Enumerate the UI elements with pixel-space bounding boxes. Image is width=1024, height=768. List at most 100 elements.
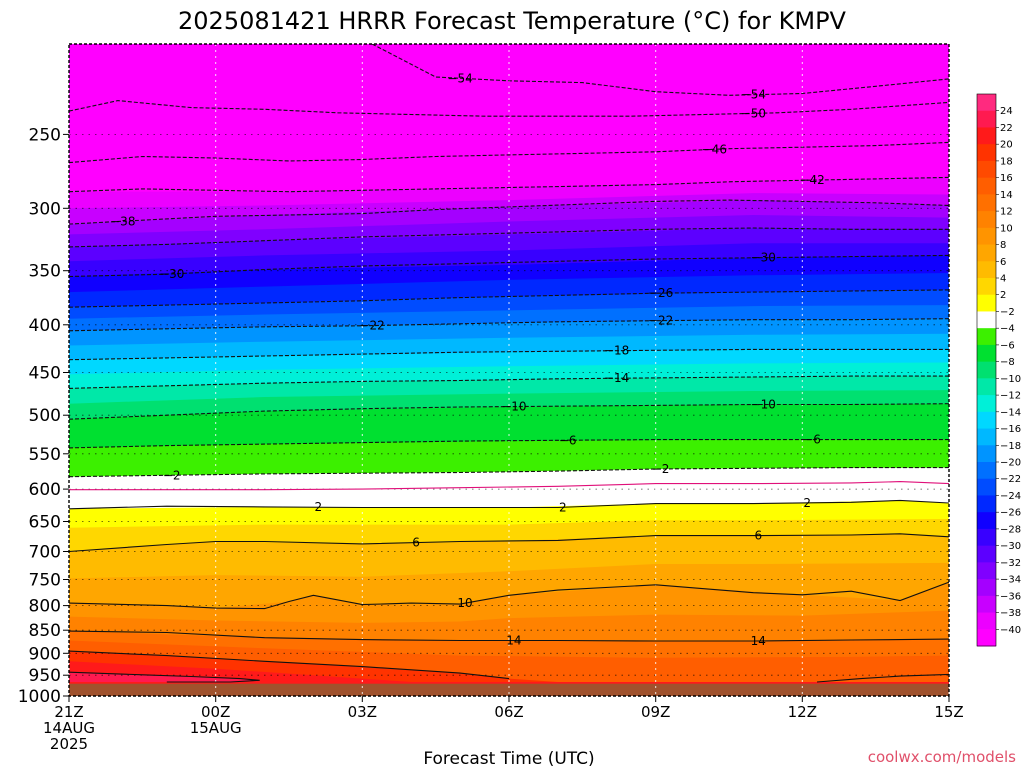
x-tick-label-00Z-0: 00Z	[201, 703, 230, 721]
colorbar-label--18: −18	[1000, 441, 1021, 452]
isotherm--30-6	[69, 254, 949, 278]
colorbar-swatch-23	[977, 478, 996, 496]
isotherm-18-19	[69, 650, 510, 680]
isotherm-0-14	[69, 481, 949, 491]
isotherm-label-10-0: 10	[457, 596, 472, 610]
x-tick-label-12Z-0: 12Z	[788, 703, 817, 721]
chart-title: 2025081421 HRRR Forecast Temperature (°C…	[178, 7, 847, 35]
colorbar-swatch-22	[977, 462, 996, 480]
colorbar-frame	[976, 93, 997, 647]
isotherm-label--14-0: −14	[604, 371, 629, 385]
y-tick-label-800: 800	[29, 597, 61, 617]
y-tick-label-450: 450	[29, 364, 61, 384]
isotherm--14-10	[69, 375, 949, 389]
colorbar-swatch-0	[977, 94, 996, 112]
pressure-axis: 250 300 350 400 450 500 550 600 650 700 750 800 850 9…	[18, 125, 69, 707]
colorbar-label--28: −28	[1000, 524, 1021, 535]
y-tick-label-750: 750	[29, 571, 61, 591]
isotherm-22-20	[69, 671, 260, 683]
colorbar-label--20: −20	[1000, 458, 1021, 469]
x-tick-label-00Z-1: 15AUG	[190, 719, 242, 737]
isotherm-label--46-0: −46	[702, 142, 727, 156]
y-tick-label-350: 350	[29, 262, 61, 282]
y-tick-label-850: 850	[29, 621, 61, 641]
isotherm--10-11	[69, 403, 949, 420]
y-tick-label-1000: 1000	[18, 687, 61, 707]
x-axis-label: Forecast Time (UTC)	[423, 749, 594, 768]
isotherm-label--22-0: −22	[359, 319, 384, 333]
colorbar-label-16: 16	[1000, 173, 1013, 184]
isotherm-label--10-0: −10	[501, 400, 526, 414]
isotherm-label--6-0: −6	[559, 433, 577, 447]
x-tick-label-21Z-0: 21Z	[54, 703, 83, 721]
colorbar-label-14: 14	[1000, 190, 1013, 201]
isotherm-label--22-1: −22	[648, 314, 673, 328]
isotherm-6-16	[69, 533, 949, 553]
colorbar-swatch-1	[977, 110, 996, 128]
isotherm-label--2-0: −2	[163, 468, 181, 482]
colorbar-label--38: −38	[1000, 608, 1021, 619]
colorbar-swatch-8	[977, 227, 996, 246]
y-tick-label-950: 950	[29, 666, 61, 686]
isotherm--2-13	[69, 467, 949, 478]
colorbar-swatch-32	[977, 629, 996, 647]
x-tick-label-15Z-0: 15Z	[934, 703, 963, 721]
colorbar-label--14: −14	[1000, 407, 1021, 418]
colorbar-label-4: 4	[1000, 274, 1006, 285]
colorbar-label-10: 10	[1000, 223, 1013, 234]
colorbar-label-8: 8	[1000, 240, 1006, 251]
colorbar-swatch-16	[977, 361, 996, 379]
isotherm-label-2-2: 2	[803, 496, 811, 510]
colorbar-label-2: 2	[1000, 290, 1006, 301]
isotherm-14-18	[69, 630, 949, 642]
isotherm-label--54-0: −54	[447, 71, 472, 85]
y-tick-label-900: 900	[29, 644, 61, 664]
isotherm--26-7	[69, 289, 949, 308]
isotherm-label-6-1: 6	[754, 529, 762, 543]
colorbar-label--26: −26	[1000, 508, 1021, 519]
colorbar-swatch-28	[977, 562, 996, 580]
isotherm--6-12	[69, 439, 949, 449]
colorbar-swatch-11	[977, 278, 996, 296]
colorbar-swatch-13	[977, 311, 996, 329]
isotherm-label-2-1: 2	[559, 500, 567, 514]
isotherm--50-1	[69, 100, 949, 117]
isotherm-label--30-0: −30	[159, 267, 184, 281]
colorbar-swatch-14	[977, 328, 996, 346]
colorbar-label--36: −36	[1000, 591, 1021, 602]
colorbar-label--22: −22	[1000, 474, 1021, 485]
y-tick-label-250: 250	[29, 125, 61, 145]
x-tick-label-21Z-2: 2025	[50, 735, 88, 753]
colorbar-label-12: 12	[1000, 207, 1013, 218]
source-credit: coolwx.com/models	[868, 748, 1016, 766]
colorbar-label--30: −30	[1000, 541, 1021, 552]
y-tick-label-550: 550	[29, 445, 61, 465]
isotherm--42-3	[69, 176, 949, 193]
colorbar-swatch-29	[977, 579, 996, 597]
colorbar-label--12: −12	[1000, 391, 1021, 402]
colorbar-label--4: −4	[1000, 324, 1015, 335]
x-tick-label-09Z-0: 09Z	[641, 703, 670, 721]
colorbar-label-22: 22	[1000, 123, 1013, 134]
colorbar-swatch-6	[977, 194, 996, 212]
colorbar-swatch-2	[977, 127, 996, 145]
isotherm-label-14-0: 14	[506, 634, 521, 648]
isotherm--34-5	[69, 227, 949, 248]
isotherm--22-8	[69, 318, 949, 332]
colorbar-swatch-5	[977, 177, 996, 195]
colorbar-swatch-7	[977, 211, 996, 229]
y-tick-label-300: 300	[29, 199, 61, 219]
x-tick-label-06Z-0: 06Z	[494, 703, 523, 721]
colorbar-swatch-3	[977, 144, 996, 162]
colorbar-label--2: −2	[1000, 307, 1015, 318]
isotherm--38-4	[69, 199, 949, 225]
isotherm-22-21	[816, 673, 949, 683]
colorbar-label--8: −8	[1000, 357, 1015, 368]
colorbar-swatch-31	[977, 612, 996, 630]
colorbar-swatch-20	[977, 428, 996, 446]
colorbar-label-24: 24	[1000, 106, 1013, 117]
y-tick-label-600: 600	[29, 480, 61, 500]
colorbar-label--16: −16	[1000, 424, 1021, 435]
